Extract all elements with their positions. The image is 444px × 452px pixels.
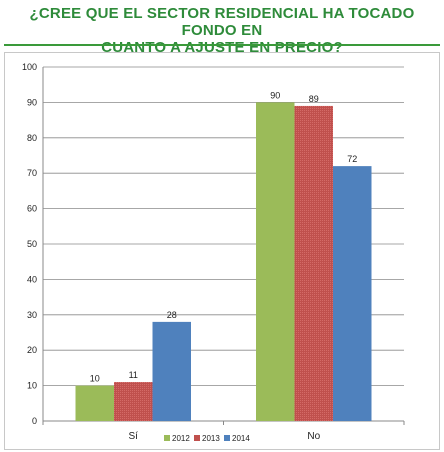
- legend-swatch-2013: [194, 435, 200, 441]
- chart-title-line-2: CUANTO A AJUSTE EN PRECIO?: [101, 39, 343, 56]
- y-tick-label: 10: [27, 381, 37, 391]
- data-label: 72: [347, 154, 357, 164]
- legend-swatch-2012: [164, 435, 170, 441]
- bar-2013-No: [294, 105, 333, 421]
- legend-swatch-2014: [224, 435, 230, 441]
- category-label: No: [307, 431, 320, 442]
- bar-2012-Sí: [75, 385, 114, 421]
- bar-2013-Sí: [114, 382, 153, 421]
- y-tick-label: 70: [27, 168, 37, 178]
- legend-label-2013: 2013: [202, 434, 220, 443]
- legend-label-2012: 2012: [172, 434, 190, 443]
- data-label: 90: [270, 90, 280, 100]
- data-label: 89: [309, 94, 319, 104]
- y-tick-label: 80: [27, 133, 37, 143]
- bar-2014-No: [333, 166, 372, 421]
- data-label: 10: [90, 374, 100, 384]
- category-label: Sí: [129, 431, 139, 442]
- y-tick-label: 30: [27, 310, 37, 320]
- y-tick-label: 100: [22, 62, 37, 72]
- bar-2012-No: [256, 102, 295, 422]
- y-tick-label: 40: [27, 274, 37, 284]
- legend-label-2014: 2014: [232, 434, 250, 443]
- data-label: 28: [167, 310, 177, 320]
- data-label: 11: [129, 370, 138, 380]
- y-tick-label: 0: [32, 416, 37, 426]
- chart-title: ¿CREE QUE EL SECTOR RESIDENCIAL HA TOCAD…: [6, 5, 438, 56]
- y-tick-label: 50: [27, 239, 37, 249]
- title-divider: [4, 44, 440, 46]
- y-tick-label: 60: [27, 204, 37, 214]
- y-tick-label: 20: [27, 345, 37, 355]
- bar-2014-Sí: [152, 321, 191, 421]
- y-tick-label: 90: [27, 97, 37, 107]
- chart-title-line-1: ¿CREE QUE EL SECTOR RESIDENCIAL HA TOCAD…: [29, 5, 415, 39]
